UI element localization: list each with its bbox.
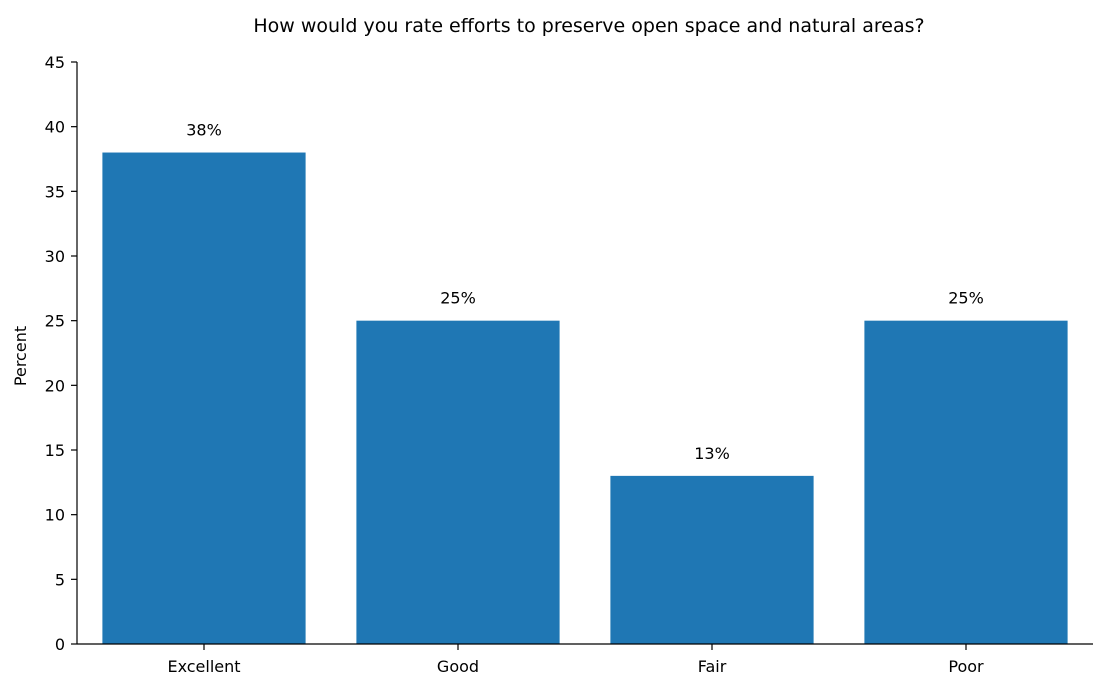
y-tick-label-25: 25 (45, 312, 65, 331)
x-axis: Excellent Good Fair Poor (77, 643, 1093, 675)
y-tick-label-40: 40 (45, 118, 65, 137)
data-label-poor: 25% (948, 289, 984, 308)
y-tick-label-5: 5 (55, 570, 65, 589)
y-tick-label-35: 35 (45, 182, 65, 201)
y-tick-label-30: 30 (45, 247, 65, 266)
x-tick-label-fair: Fair (698, 657, 727, 675)
y-tick-label-20: 20 (45, 376, 65, 395)
data-label-good: 25% (440, 289, 476, 308)
bars-layer (102, 152, 1068, 644)
x-tick-label-excellent: Excellent (167, 657, 240, 675)
bar-poor (864, 320, 1068, 644)
data-label-fair: 13% (694, 444, 730, 463)
y-tick-label-15: 15 (45, 441, 65, 460)
y-tick-label-45: 45 (45, 53, 65, 72)
y-tick-label-0: 0 (55, 635, 65, 654)
x-tick-label-poor: Poor (948, 657, 984, 675)
bar-fair (610, 475, 814, 644)
y-axis: 0 5 10 15 20 25 30 35 40 45 (45, 53, 78, 654)
chart-title: How would you rate efforts to preserve o… (253, 15, 924, 37)
data-labels-layer: 38% 25% 13% 25% (186, 121, 984, 463)
y-axis-label: Percent (11, 326, 30, 386)
bar-excellent (102, 152, 306, 644)
bar-good (356, 320, 560, 644)
x-tick-label-good: Good (437, 657, 479, 675)
y-tick-label-10: 10 (45, 506, 65, 525)
data-label-excellent: 38% (186, 121, 222, 140)
